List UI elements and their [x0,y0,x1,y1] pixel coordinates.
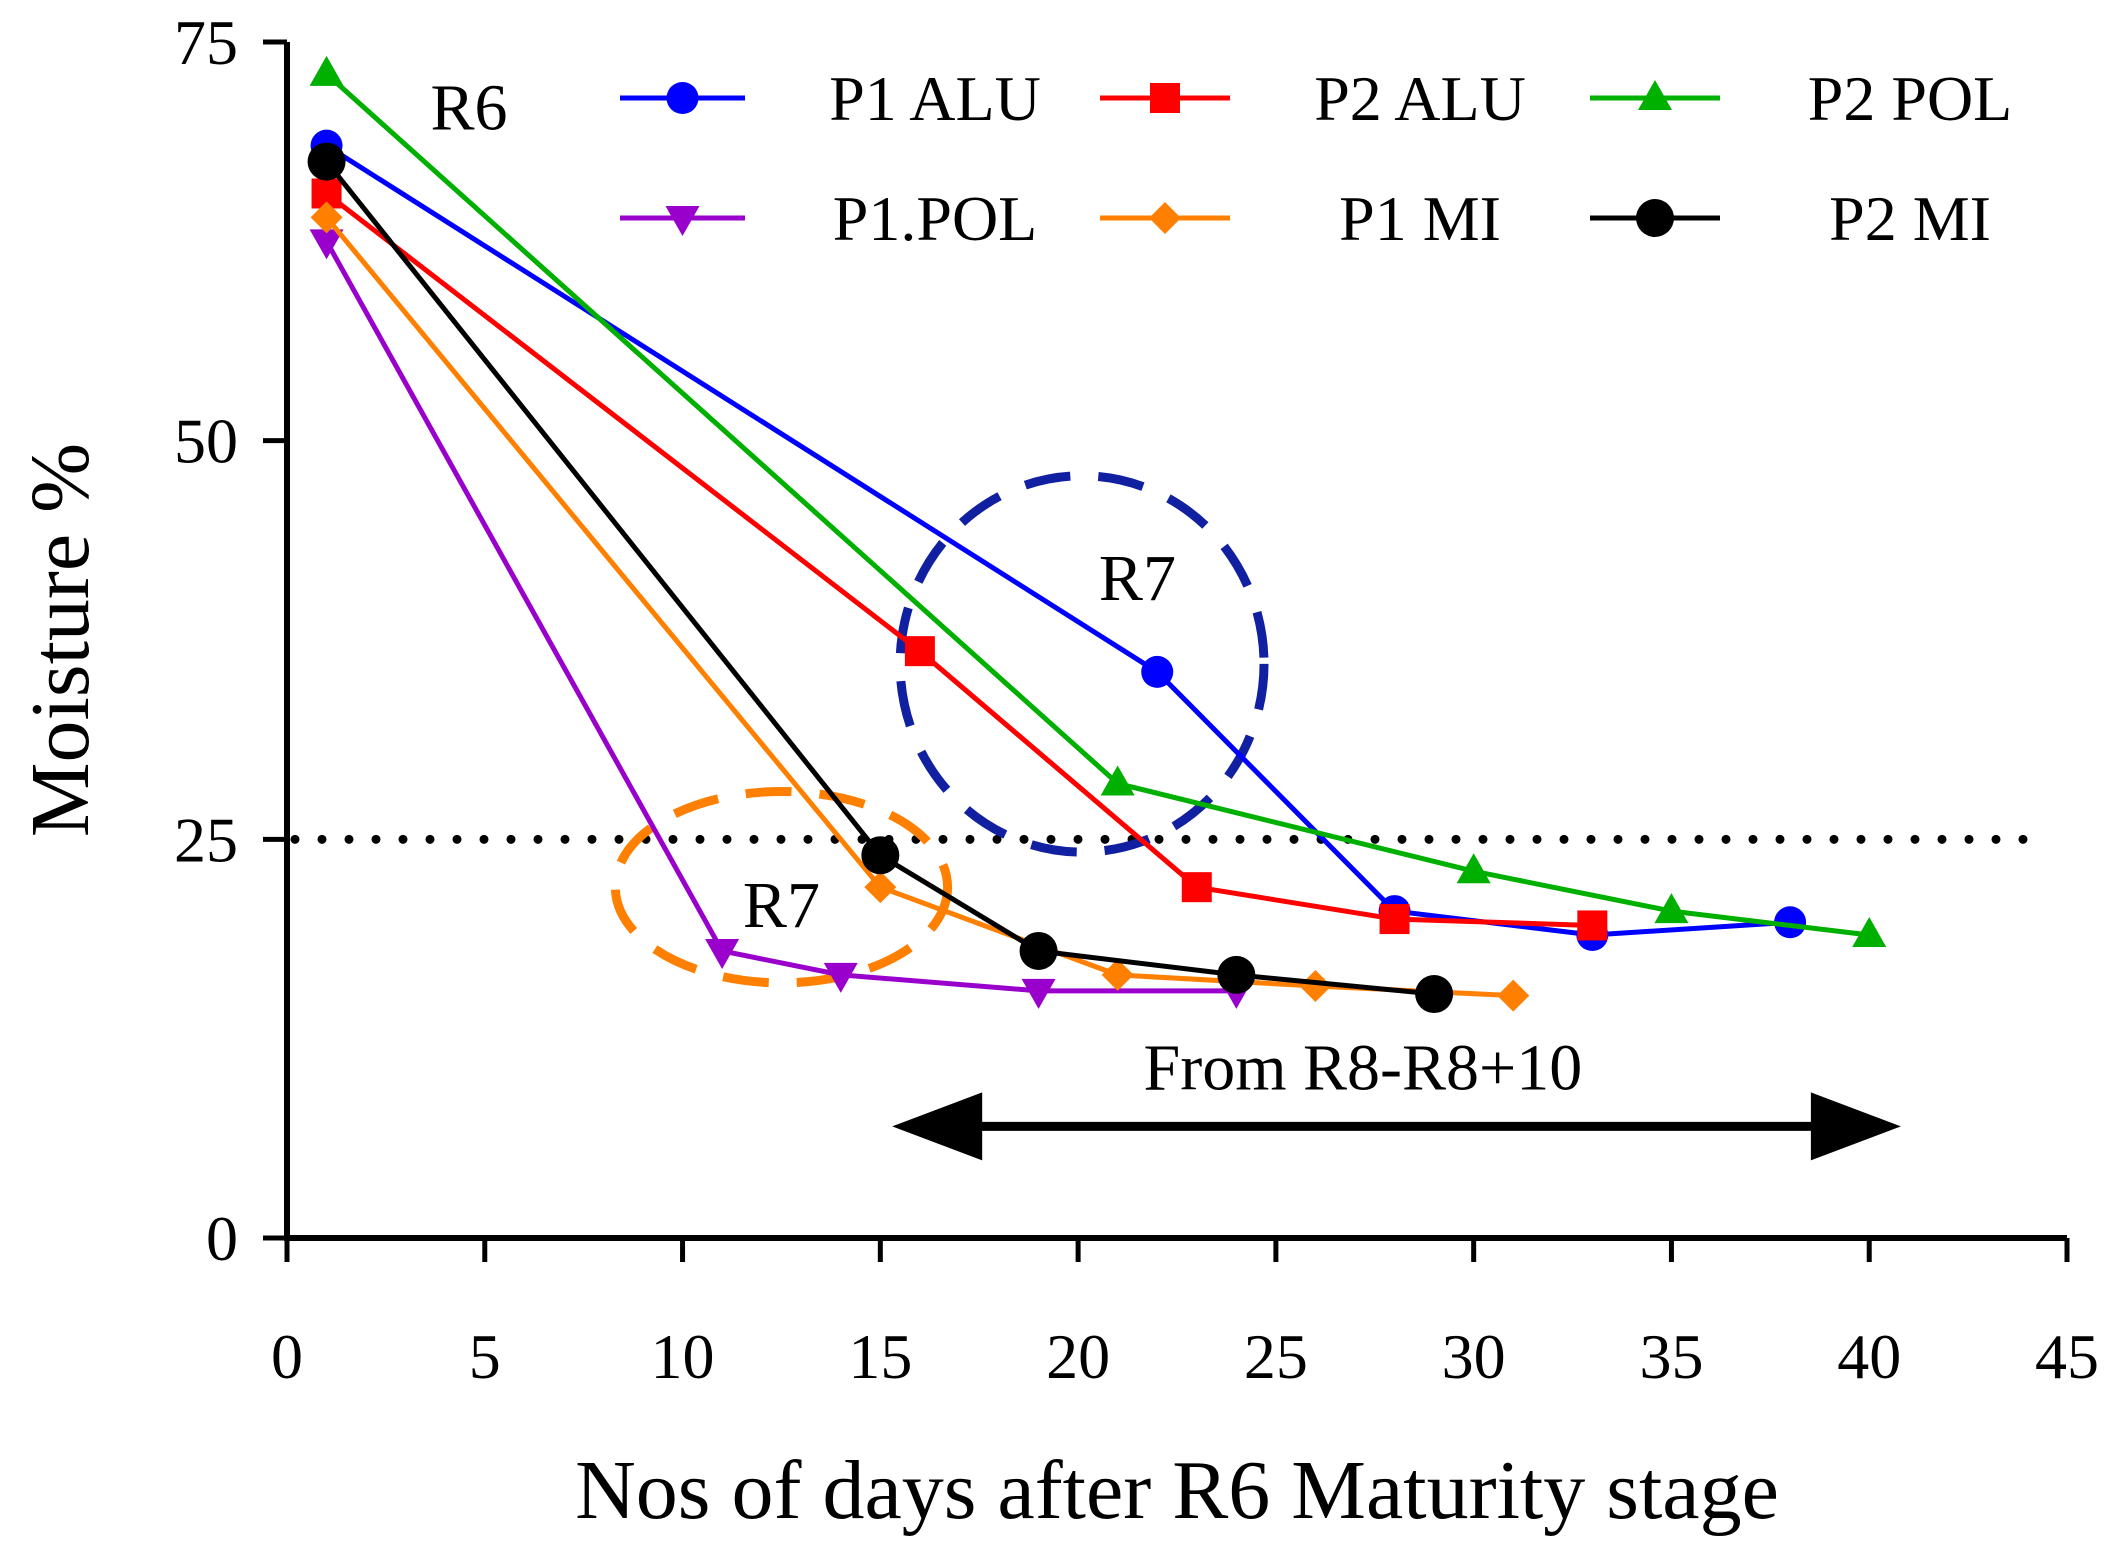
legend-item-p2-alu: P2 ALU [1100,63,1526,134]
range-arrow-right-head [1810,1092,1901,1161]
legend-marker-p2-alu [1150,83,1180,113]
point-p1-alu [1141,655,1174,688]
y-tick-label: 25 [174,804,238,875]
legend-item-p1-mi: P1 MI [1100,183,1501,254]
ellipse-r7-region-blue [895,471,1269,857]
point-p2-mi [1217,955,1256,994]
y-tick-label: 75 [174,7,238,78]
x-tick-label: 20 [1046,1321,1110,1392]
point-p1-pol [705,938,740,969]
x-tick-label: 40 [1837,1321,1901,1392]
range-arrow-left-head [892,1092,983,1161]
legend-marker-p2-mi [1636,199,1674,237]
x-tick-label: 0 [271,1321,303,1392]
x-tick-label: 35 [1639,1321,1703,1392]
legend-label-p2-mi: P2 MI [1829,183,1991,254]
legend-label-p1-pol: P1.POL [833,183,1038,254]
axis-ticks: 0 5 10 15 20 25 30 35 40 45 0 25 50 75 [174,7,2099,1392]
legend-item-p2-pol: P2 POL [1590,63,2012,134]
point-p2-pol [1456,853,1491,884]
legend-label-p2-alu: P2 ALU [1314,63,1526,134]
point-p1-mi [1497,979,1530,1012]
legend-label-p1-alu: P1 ALU [829,63,1041,134]
point-p2-mi [1019,931,1058,970]
point-p1-pol [309,229,344,260]
point-p2-alu [904,636,935,667]
x-axis-title: Nos of days after R6 Maturity stage [575,1444,1779,1537]
annotation-from-r8-r8-10: From R8-R8+10 [1144,1032,1583,1105]
point-p2-mi [1415,975,1454,1014]
series-line-p2-alu [325,191,1593,928]
x-tick-label: 25 [1244,1321,1308,1392]
legend-label-p2-pol: P2 POL [1808,63,2013,134]
point-p2-mi [861,836,900,875]
legend: P1 ALU P2 ALU P2 POL P1.POL P1 MI P2 MI [620,63,2012,254]
annotations: R6 R7 R7 From R8-R8+10 [430,72,1582,1105]
legend-marker-p2-pol [1638,80,1672,110]
x-tick-label: 30 [1442,1321,1506,1392]
ellipse-r7-region-orange [610,786,953,988]
annotation-r7: R7 [1099,542,1176,615]
x-tick-label: 15 [848,1321,912,1392]
annotation-r7: R7 [743,869,820,942]
series-p2-mi [307,142,1454,1014]
x-tick-label: 10 [651,1321,715,1392]
series-p2-alu [311,178,1608,941]
point-p2-pol [1100,765,1135,796]
data-series [307,55,1887,1014]
point-p2-alu [1379,904,1410,935]
y-tick-label: 50 [174,406,238,477]
point-p2-pol [309,55,344,86]
range-arrow-group [892,1092,1901,1161]
legend-item-p1-pol: P1.POL [620,183,1037,254]
point-p2-pol [1654,893,1689,924]
point-p2-mi [307,142,346,181]
x-tick-label: 45 [2035,1321,2099,1392]
y-axis-title: Moisture % [14,443,107,837]
legend-item-p2-mi: P2 MI [1590,183,1991,254]
point-p1-pol [1021,978,1056,1009]
point-p1-alu [1774,906,1807,939]
x-tick-label: 5 [469,1321,501,1392]
y-tick-label: 0 [206,1203,238,1274]
point-p1-pol [823,962,858,993]
point-p1-mi [864,871,897,904]
point-p2-alu [1577,910,1608,941]
point-p1-mi [310,201,343,234]
annotation-r6: R6 [430,72,507,145]
point-p1-mi [1101,958,1134,991]
point-p1-mi [1299,970,1332,1003]
legend-marker-p1-mi [1149,202,1181,234]
series-line-p1-alu [325,143,1791,938]
legend-item-p1-alu: P1 ALU [620,63,1041,134]
series-p2-pol [309,55,1887,948]
legend-marker-p1-alu [666,82,699,114]
series-p1-alu [310,129,1807,952]
region-ellipses [610,471,1269,988]
legend-label-p1-mi: P1 MI [1339,183,1501,254]
legend-marker-p1-pol [665,206,700,236]
point-p2-pol [1852,917,1887,948]
point-p2-alu [1181,872,1212,903]
